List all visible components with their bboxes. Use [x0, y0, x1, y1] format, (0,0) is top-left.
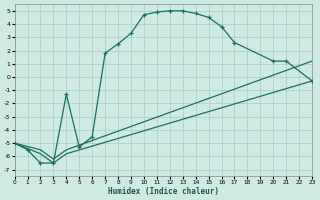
X-axis label: Humidex (Indice chaleur): Humidex (Indice chaleur) — [108, 187, 219, 196]
